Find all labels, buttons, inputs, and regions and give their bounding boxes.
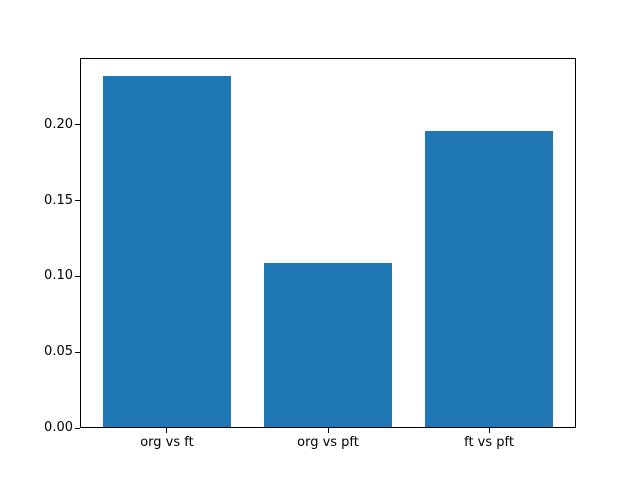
bar-ft-vs-pft [424,130,554,427]
bar-org-vs-ft [102,76,232,427]
x-axis-tick-label: ft vs pft [464,435,514,450]
y-axis-tick-label: 0.15 [44,192,73,208]
plot-area [80,58,576,428]
y-axis-tick-mark [75,351,80,353]
y-axis-tick-label: 0.00 [44,420,73,435]
x-axis-tick-mark [327,428,329,433]
y-axis-tick-mark [75,275,80,277]
x-axis-tick-mark [166,428,168,433]
y-axis-tick-mark [75,427,80,429]
y-axis-tick-label: 0.20 [44,116,73,132]
bar-org-vs-pft [263,262,393,427]
x-axis-tick-mark [488,428,490,433]
x-axis-tick-label: org vs ft [140,435,194,450]
x-axis-tick-label: org vs pft [297,435,359,450]
y-axis-tick-mark [75,200,80,202]
y-axis-tick-label: 0.10 [44,268,73,284]
y-axis-tick-label: 0.05 [44,344,73,360]
y-axis-tick-mark [75,124,80,126]
